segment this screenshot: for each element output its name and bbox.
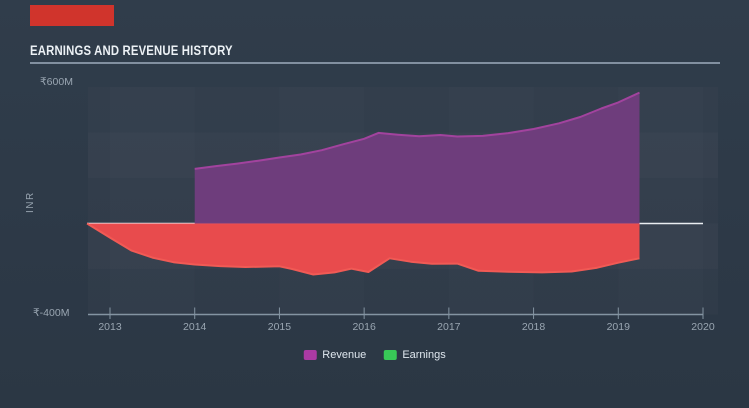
- legend-item-revenue[interactable]: Revenue: [303, 349, 366, 361]
- chart-legend: Revenue Earnings: [303, 349, 446, 361]
- x-tick-label-2017: 2017: [437, 321, 461, 333]
- x-tick-label-2019: 2019: [606, 321, 630, 333]
- legend-item-earnings[interactable]: Earnings: [383, 349, 446, 361]
- x-tick-label-2015: 2015: [267, 321, 292, 333]
- grid-column: [110, 87, 195, 315]
- line-earnings: [86, 222, 640, 276]
- x-tick-label-2018: 2018: [521, 321, 546, 333]
- legend-label-earnings: Earnings: [402, 349, 446, 361]
- line-revenue: [194, 91, 640, 170]
- y-axis-max-label: ₹600M: [40, 76, 73, 88]
- x-tick-label-2013: 2013: [98, 321, 122, 333]
- chart-title: EARNINGS AND REVENUE HISTORY: [30, 43, 233, 58]
- legend-swatch-earnings: [383, 350, 397, 360]
- title-divider: [30, 62, 720, 64]
- y-axis-title: INR: [25, 191, 36, 213]
- area-revenue[interactable]: [194, 92, 640, 224]
- legend-swatch-revenue: [303, 350, 317, 360]
- legend-label-revenue: Revenue: [322, 349, 367, 361]
- x-tick-label-2014: 2014: [183, 321, 207, 333]
- x-tick-label-2020: 2020: [691, 321, 715, 333]
- area-earnings[interactable]: [87, 223, 640, 275]
- red-marker-badge: [30, 5, 114, 26]
- y-axis-min-label: ₹-400M: [33, 307, 70, 319]
- x-tick-label-2016: 2016: [352, 321, 376, 333]
